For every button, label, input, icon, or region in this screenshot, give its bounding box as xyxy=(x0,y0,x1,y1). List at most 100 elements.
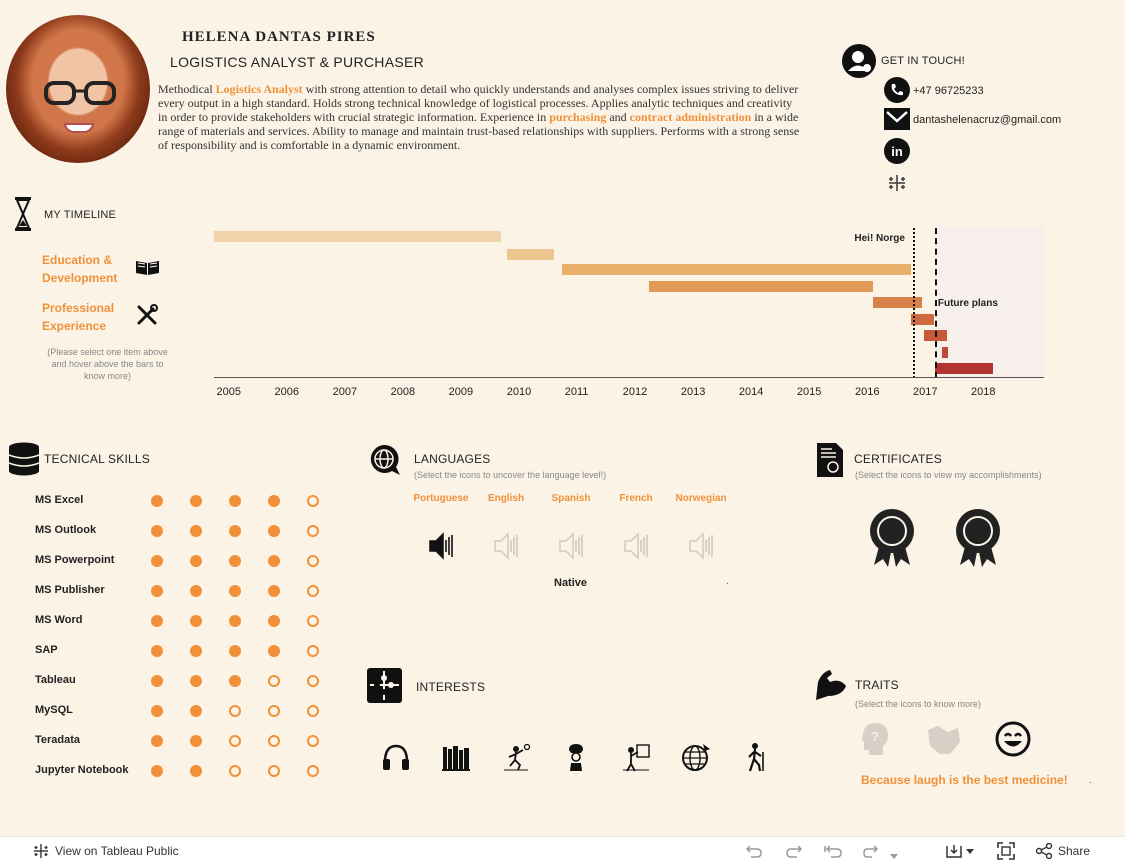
year-tick-label: 2005 xyxy=(216,386,241,398)
view-on-tableau-link[interactable]: View on Tableau Public xyxy=(55,844,179,858)
chef-icon[interactable] xyxy=(561,742,591,772)
legend-professional[interactable]: Professional Experience xyxy=(42,301,115,333)
skill-dot-filled xyxy=(229,645,241,657)
skill-dot-filled xyxy=(190,615,202,627)
smiling-face-icon[interactable] xyxy=(995,721,1031,757)
skill-dot-empty xyxy=(229,705,241,717)
skill-dot-filled xyxy=(151,585,163,597)
download-icon[interactable] xyxy=(945,843,975,859)
revert-icon[interactable] xyxy=(823,843,843,859)
timeline-bar[interactable] xyxy=(507,249,554,260)
speaker-icon[interactable] xyxy=(622,531,652,561)
candidate-name: HELENA DANTAS PIRES xyxy=(182,29,376,45)
skill-dot-filled xyxy=(151,735,163,747)
thinking-head-icon[interactable]: ? xyxy=(861,722,889,756)
skill-dot-empty xyxy=(307,525,319,537)
award-ribbon-icon[interactable] xyxy=(954,507,1002,569)
year-tick-label: 2017 xyxy=(913,386,938,398)
summary-highlight: contract administration xyxy=(629,110,752,124)
skill-name: Tableau xyxy=(35,674,76,686)
year-tick-label: 2007 xyxy=(332,386,358,398)
language-label[interactable]: English xyxy=(487,493,525,504)
skill-dot-filled xyxy=(190,525,202,537)
legend-education[interactable]: Education & Development xyxy=(42,253,118,285)
phone-icon[interactable] xyxy=(884,77,910,103)
skill-name: MS Outlook xyxy=(35,524,97,536)
skill-name: MS Powerpoint xyxy=(35,554,115,566)
skill-dot-filled xyxy=(229,555,241,567)
skill-name: MySQL xyxy=(35,704,73,716)
headphones-icon[interactable] xyxy=(381,742,411,772)
award-ribbon-icon[interactable] xyxy=(868,507,916,569)
tableau-logo-icon[interactable] xyxy=(33,843,49,859)
summary-text: Methodical xyxy=(158,82,216,96)
year-tick-label: 2010 xyxy=(506,386,532,398)
speaker-icon[interactable] xyxy=(557,531,587,561)
book-icon[interactable] xyxy=(135,258,160,276)
volleyball-icon[interactable] xyxy=(501,742,531,772)
skill-dot-filled xyxy=(190,765,202,777)
timeline-bar[interactable] xyxy=(562,264,911,275)
handshake-icon[interactable] xyxy=(926,722,962,756)
language-label[interactable]: Spanish xyxy=(551,493,591,504)
timeline-bar[interactable] xyxy=(214,231,502,242)
contact-email[interactable]: dantashelenacruz@gmail.com xyxy=(913,114,1062,126)
speaker-icon[interactable] xyxy=(427,531,457,561)
tableau-icon[interactable] xyxy=(886,172,908,194)
skill-dot-empty xyxy=(307,495,319,507)
skill-dot-filled xyxy=(151,705,163,717)
future-label: Future plans xyxy=(937,298,998,309)
certificates-title: CERTIFICATES xyxy=(854,452,942,466)
summary-text: with strong attention to detail who quic… xyxy=(158,82,799,124)
mail-icon[interactable] xyxy=(884,108,910,130)
norge-marker-line xyxy=(913,228,916,378)
skill-dot-empty xyxy=(268,765,280,777)
year-tick-label: 2013 xyxy=(680,386,706,398)
tools-icon[interactable] xyxy=(135,303,159,327)
traits-dot: . xyxy=(1089,775,1092,786)
hiking-icon[interactable] xyxy=(741,742,771,772)
skill-name: MS Excel xyxy=(35,494,84,506)
timeline-chart[interactable]: Hei! Norge Future plans xyxy=(214,226,1044,378)
skill-dot-empty xyxy=(229,735,241,747)
language-label[interactable]: Norwegian xyxy=(675,493,727,504)
language-label[interactable]: Portuguese xyxy=(413,493,469,504)
share-button[interactable]: Share xyxy=(1058,844,1091,858)
traits-title: TRAITS xyxy=(855,678,899,692)
certificates-subtitle: (Select the icons to view my accomplishm… xyxy=(855,470,1042,480)
future-region xyxy=(934,226,1044,378)
timeline-bar[interactable] xyxy=(649,281,873,292)
skill-dot-filled xyxy=(229,615,241,627)
year-tick-label: 2015 xyxy=(796,386,822,398)
speaker-icon[interactable] xyxy=(492,531,522,561)
skill-dot-filled xyxy=(190,495,202,507)
travel-globe-icon[interactable] xyxy=(681,742,711,772)
linkedin-icon[interactable]: in xyxy=(884,138,910,164)
summary-text: and xyxy=(606,110,630,124)
language-dot: . xyxy=(726,576,729,587)
skill-dot-filled xyxy=(268,555,280,567)
painter-icon[interactable] xyxy=(621,742,651,772)
year-tick-label: 2011 xyxy=(564,386,589,398)
timeline-bar[interactable] xyxy=(872,297,923,308)
refresh-icon[interactable] xyxy=(862,843,882,859)
year-tick-label: 2018 xyxy=(971,386,996,398)
undo-icon[interactable] xyxy=(745,843,763,859)
fullscreen-icon[interactable] xyxy=(997,842,1015,860)
skill-dot-filled xyxy=(229,585,241,597)
skill-dot-filled xyxy=(151,675,163,687)
chevron-down-icon[interactable] xyxy=(890,847,898,859)
share-icon[interactable] xyxy=(1035,842,1053,860)
timeline-bar[interactable] xyxy=(910,314,934,325)
skill-dot-filled xyxy=(190,735,202,747)
timeline-bar[interactable] xyxy=(942,347,949,358)
books-icon[interactable] xyxy=(441,742,471,772)
skill-dot-filled xyxy=(268,585,280,597)
candidate-role: LOGISTICS ANALYST & PURCHASER xyxy=(170,54,425,70)
skill-dot-filled xyxy=(151,615,163,627)
contact-phone[interactable]: +47 96725233 xyxy=(913,85,984,97)
redo-icon[interactable] xyxy=(785,843,803,859)
language-label[interactable]: French xyxy=(619,493,653,504)
speaker-icon[interactable] xyxy=(687,531,717,561)
timeline-bar[interactable] xyxy=(934,363,993,374)
